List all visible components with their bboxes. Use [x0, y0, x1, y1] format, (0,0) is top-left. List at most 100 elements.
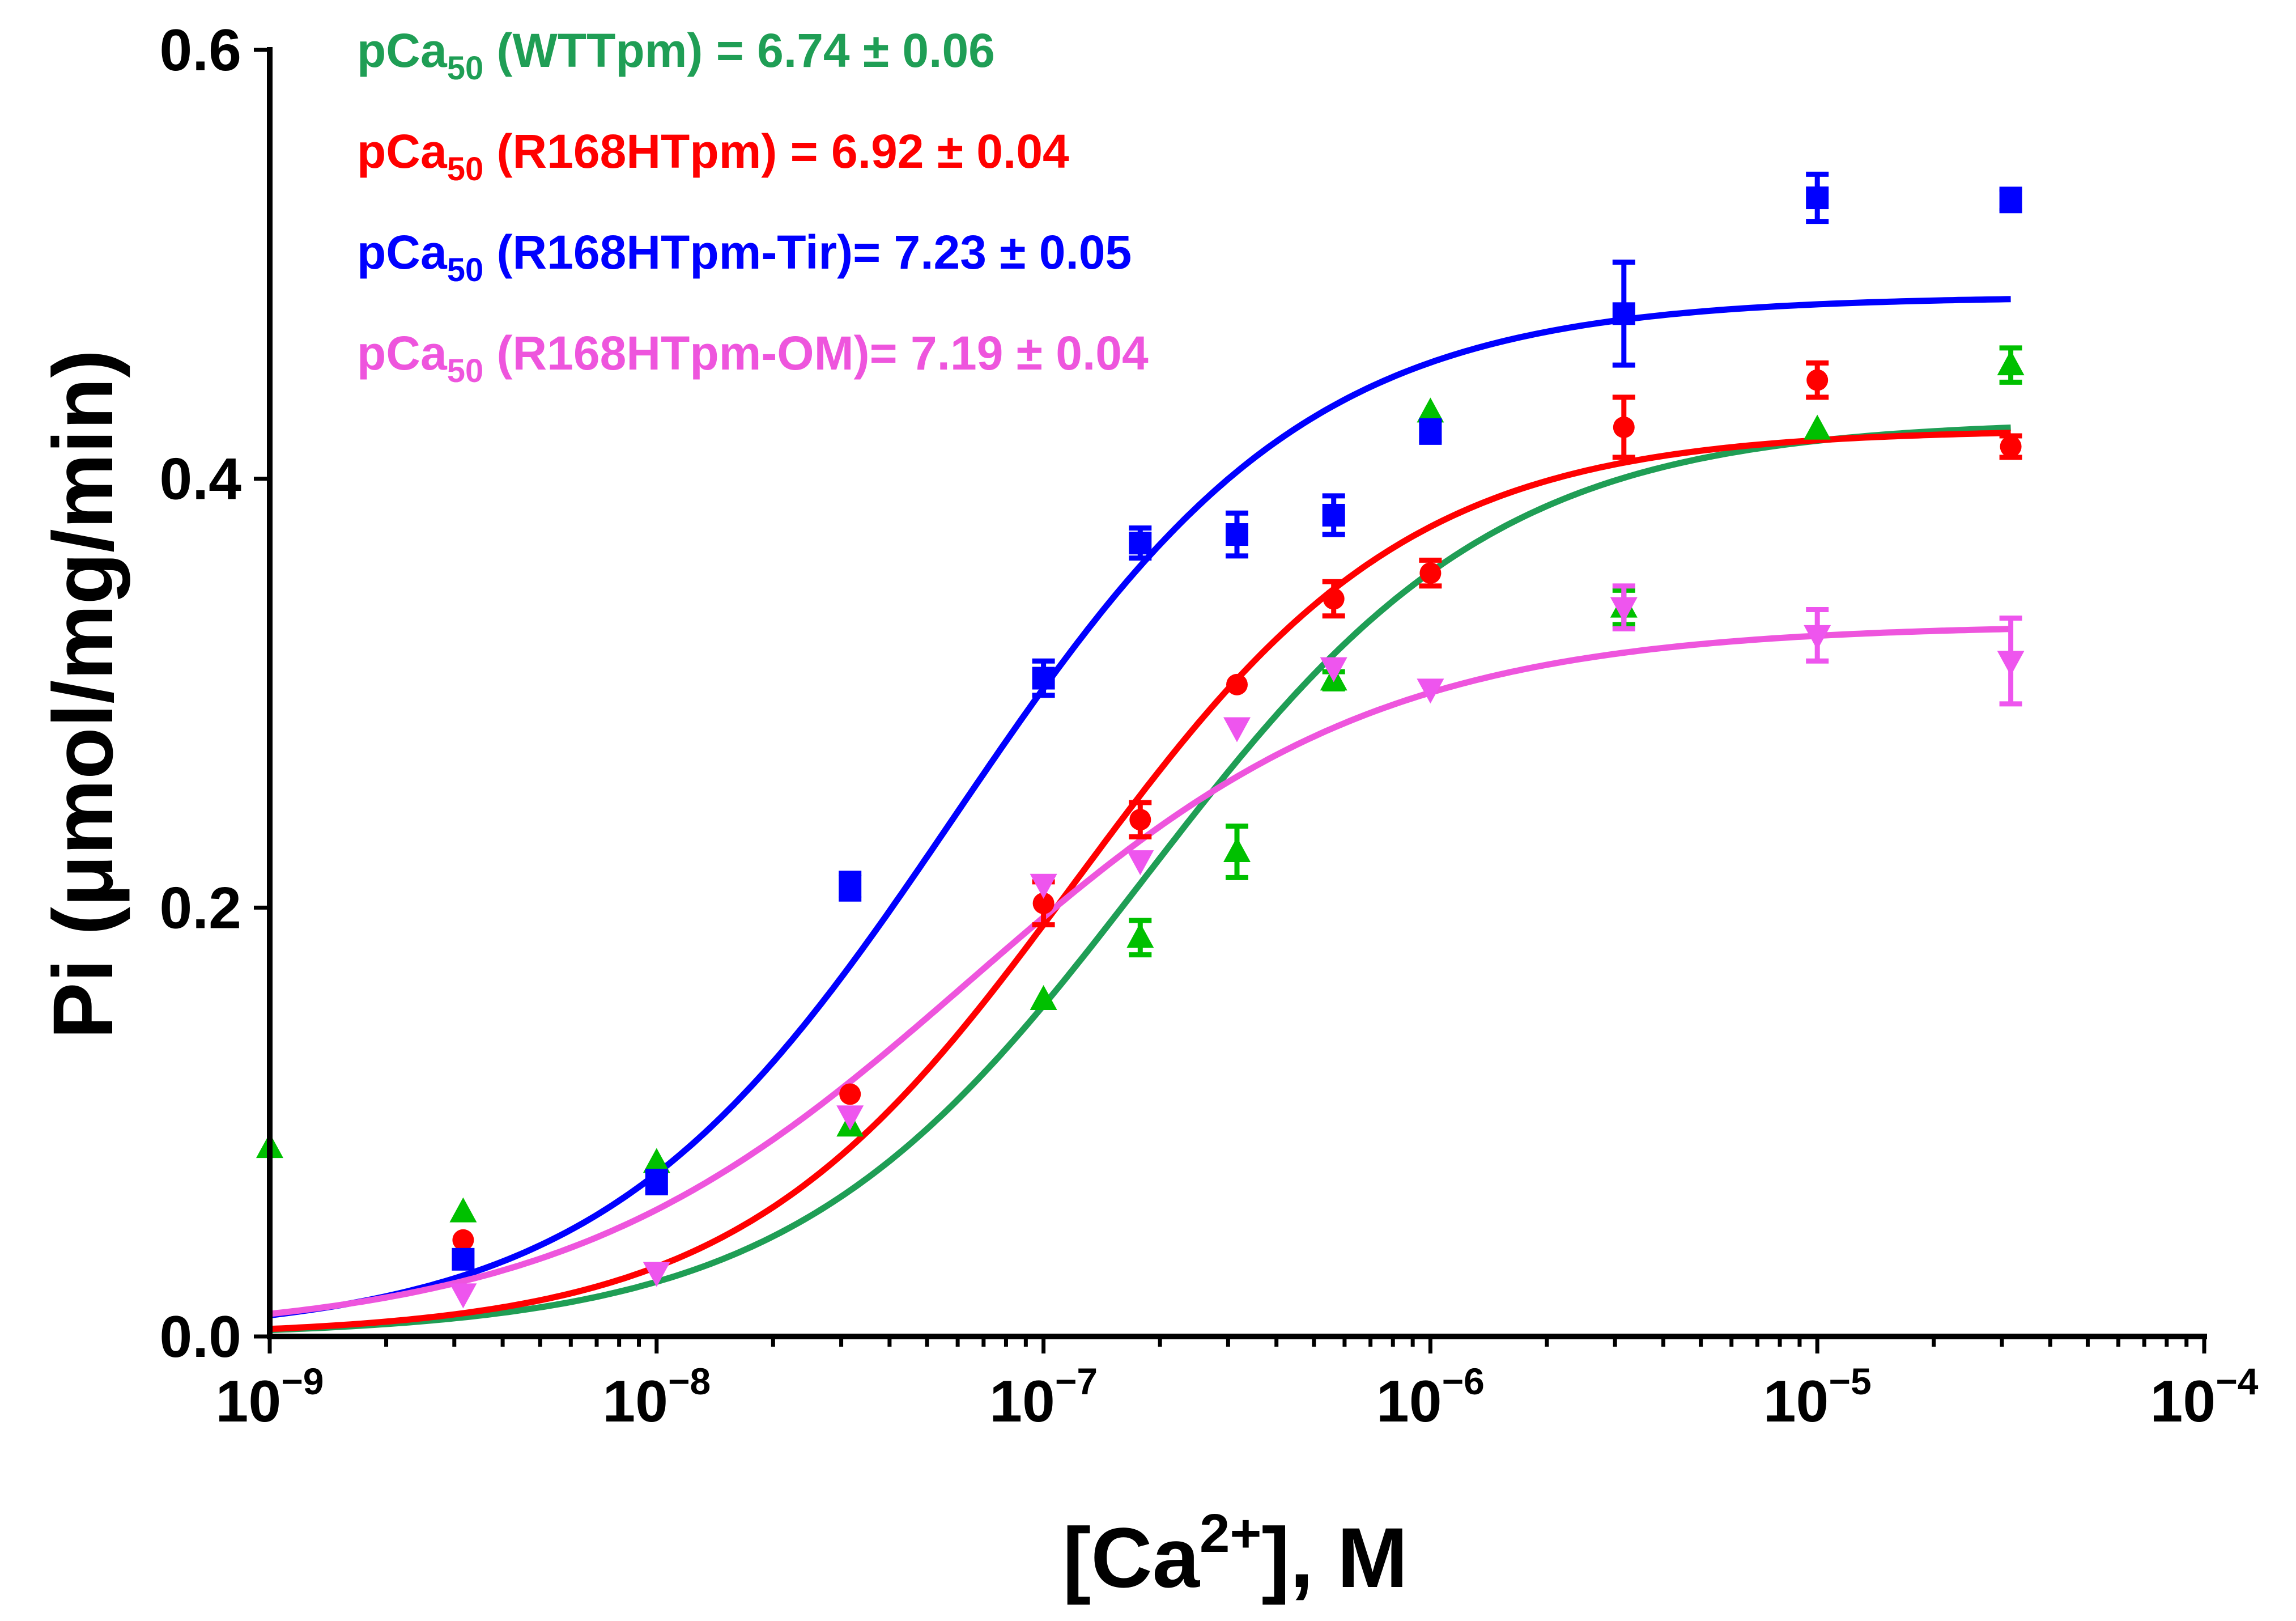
marker-square: [452, 1247, 475, 1271]
marker-square: [1129, 532, 1152, 555]
marker-triangle-down: [643, 1262, 670, 1287]
x-axis-title-prefix: [Ca: [1062, 1510, 1200, 1605]
marker-triangle-up: [449, 1197, 477, 1223]
data-point-R168HTpm-Tir: [1226, 510, 1248, 559]
marker-triangle-down: [1030, 873, 1057, 899]
data-point-R168HTpm-Tir: [452, 1247, 475, 1271]
legend-value: (R168HTpm-OM)= 7.19 ± 0.04: [483, 326, 1149, 380]
marker-square: [1032, 667, 1055, 690]
data-point-R168HTpm: [839, 1083, 861, 1105]
x-tick-exponent: −7: [1055, 1360, 1098, 1402]
data-point-WTTpm: [449, 1197, 477, 1223]
marker-triangle-up: [1997, 350, 2025, 376]
legend-subscript: 50: [447, 151, 484, 188]
data-point-WTTpm: [1804, 414, 1831, 440]
x-tick-label: 10−5: [1763, 1360, 1872, 1435]
data-point-WTTpm: [1030, 985, 1057, 1011]
marker-triangle-down: [1320, 657, 1347, 682]
marker-square: [839, 875, 862, 898]
marker-triangle-up: [1030, 985, 1057, 1011]
marker-triangle-down: [1997, 651, 2025, 676]
legend-pca: pCa: [357, 226, 448, 279]
y-tick-label: 0.0: [159, 1304, 241, 1370]
data-point-R168HTpm: [452, 1229, 474, 1251]
marker-circle: [1129, 809, 1151, 831]
data-point-R168HTpm-OM: [1997, 616, 2025, 707]
x-tick-label: 10−9: [216, 1360, 324, 1435]
data-point-R168HTpm-Tir: [1322, 493, 1345, 537]
marker-square: [1226, 523, 1248, 546]
x-tick-exponent: −4: [2216, 1360, 2259, 1402]
marker-triangle-down: [1610, 597, 1638, 622]
x-axis-title-superscript: 2+: [1200, 1503, 1261, 1564]
y-axis-title: Pi (μmol/mg/min): [35, 350, 130, 1039]
x-tick-base: 10: [602, 1369, 668, 1435]
marker-triangle-down: [836, 1105, 864, 1131]
data-point-R168HTpm-OM: [643, 1262, 670, 1287]
data-point-WTTpm: [1417, 397, 1444, 423]
data-point-WTTpm: [1997, 345, 2025, 385]
data-point-R168HTpm-Tir: [1419, 418, 1442, 445]
fit-curve-R168HTpm-OM: [269, 626, 2011, 1317]
x-tick-base: 10: [1763, 1369, 1829, 1435]
legend-entry-R168HTpm: pCa50 (R168HTpm) = 6.92 ± 0.04: [357, 125, 1069, 188]
legend-entry-WTTpm: pCa50 (WTTpm) = 6.74 ± 0.06: [357, 24, 995, 87]
x-tick-exponent: −5: [1829, 1360, 1871, 1402]
x-tick-base: 10: [989, 1369, 1055, 1435]
marker-circle: [839, 1083, 861, 1105]
data-point-R168HTpm-OM: [1030, 873, 1057, 899]
y-tick-label: 0.6: [159, 18, 241, 83]
data-point-R168HTpm: [1999, 433, 2022, 460]
data-point-R168HTpm-Tir: [1999, 186, 2022, 214]
data-point-R168HTpm-OM: [1126, 850, 1154, 876]
data-point-R168HTpm: [1226, 673, 1248, 695]
marker-triangle-down: [1126, 850, 1154, 876]
marker-square: [1322, 503, 1345, 527]
legend-entry-R168HTpm-OM: pCa50 (R168HTpm-OM)= 7.19 ± 0.04: [357, 326, 1149, 389]
x-tick-exponent: −9: [281, 1360, 324, 1402]
x-axis-title-suffix: ], M: [1261, 1510, 1408, 1605]
marker-triangle-up: [1223, 837, 1251, 862]
data-point-R168HTpm-Tir: [839, 871, 862, 902]
legend-subscript: 50: [447, 252, 484, 288]
legend-pca: pCa: [357, 326, 448, 380]
data-point-R168HTpm-OM: [1417, 678, 1444, 704]
data-point-WTTpm: [643, 1148, 670, 1173]
legend-subscript: 50: [447, 50, 484, 87]
data-point-R168HTpm-Tir: [645, 1169, 668, 1196]
marker-square: [1999, 188, 2022, 211]
marker-triangle-up: [1804, 414, 1831, 440]
data-point-WTTpm: [1126, 918, 1154, 958]
data-point-R168HTpm-OM: [1223, 717, 1251, 742]
data-point-R168HTpm: [1322, 579, 1345, 619]
marker-triangle-up: [1126, 923, 1154, 948]
data-point-R168HTpm: [1612, 394, 1635, 460]
data-point-WTTpm: [1223, 824, 1251, 880]
x-tick-label: 10−6: [1376, 1360, 1485, 1435]
x-tick-exponent: −8: [668, 1360, 711, 1402]
legend-subscript: 50: [447, 353, 484, 389]
data-markers: [256, 171, 2025, 1309]
legend-pca: pCa: [357, 125, 448, 178]
x-tick-exponent: −6: [1442, 1360, 1485, 1402]
marker-triangle-up: [1417, 397, 1444, 423]
marker-triangle-down: [1804, 625, 1831, 650]
legend-value: (R168HTpm) = 6.92 ± 0.04: [483, 125, 1069, 178]
legend-entry-R168HTpm-Tir: pCa50 (R168HTpm-Tir)= 7.23 ± 0.05: [357, 226, 1132, 288]
x-tick-label: 10−4: [2150, 1360, 2259, 1435]
y-ticks: 0.0 0.2 0.4 0.6: [159, 18, 270, 1370]
data-point-R168HTpm-Tir: [1806, 171, 1829, 224]
data-point-R168HTpm-Tir: [1032, 658, 1055, 698]
data-point-R168HTpm: [1806, 360, 1829, 400]
marker-circle: [1032, 892, 1055, 914]
data-point-R168HTpm-Tir: [1612, 260, 1635, 368]
y-tick-label: 0.2: [159, 875, 241, 941]
x-tick-base: 10: [2150, 1369, 2216, 1435]
data-point-R168HTpm-Tir: [1129, 525, 1152, 561]
y-tick-label: 0.4: [159, 447, 241, 512]
x-ticks: 10−9 10−8 10−7 10−6 10−5 10−4: [216, 1336, 2259, 1435]
marker-circle: [1419, 562, 1442, 584]
x-tick-base: 10: [216, 1369, 282, 1435]
